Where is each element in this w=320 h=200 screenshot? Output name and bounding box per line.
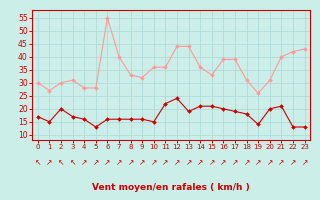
Text: ↗: ↗ [267,158,273,168]
Text: ↗: ↗ [174,158,180,168]
Text: ↗: ↗ [197,158,204,168]
Text: ↗: ↗ [127,158,134,168]
Text: ↗: ↗ [220,158,227,168]
Text: ↗: ↗ [104,158,111,168]
Text: ↗: ↗ [151,158,157,168]
Text: ↗: ↗ [232,158,238,168]
Text: ↗: ↗ [244,158,250,168]
Text: ↗: ↗ [278,158,284,168]
Text: ↖: ↖ [58,158,64,168]
Text: ↗: ↗ [116,158,122,168]
Text: ↗: ↗ [290,158,296,168]
Text: ↗: ↗ [162,158,169,168]
Text: ↖: ↖ [35,158,41,168]
Text: ↗: ↗ [301,158,308,168]
Text: ↗: ↗ [92,158,99,168]
Text: ↗: ↗ [46,158,52,168]
Text: ↗: ↗ [209,158,215,168]
Text: ↗: ↗ [255,158,261,168]
Text: ↗: ↗ [185,158,192,168]
Text: ↗: ↗ [81,158,87,168]
Text: ↗: ↗ [139,158,145,168]
Text: ↖: ↖ [69,158,76,168]
Text: Vent moyen/en rafales ( km/h ): Vent moyen/en rafales ( km/h ) [92,184,250,192]
